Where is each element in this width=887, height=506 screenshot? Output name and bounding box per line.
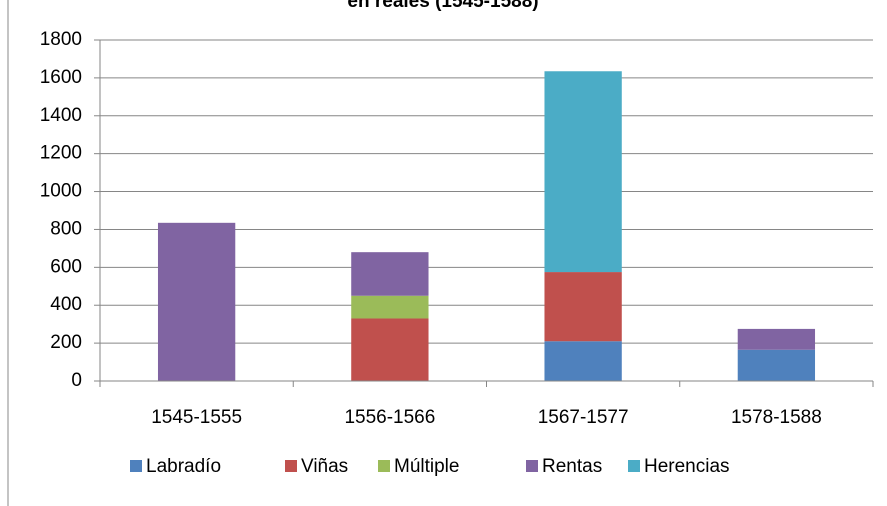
y-tick-label: 400 bbox=[50, 294, 82, 315]
chart-title: en reales (1545-1588) bbox=[347, 0, 538, 12]
bar-segment bbox=[351, 295, 429, 319]
y-tick-label: 1200 bbox=[40, 143, 82, 164]
legend-swatch bbox=[526, 460, 538, 472]
bar-segment bbox=[737, 328, 816, 350]
legend-swatch bbox=[285, 460, 297, 472]
y-tick-label: 600 bbox=[50, 256, 82, 277]
y-tick-label: 200 bbox=[50, 332, 82, 353]
y-tick-label: 1800 bbox=[40, 29, 82, 50]
y-tick-label: 800 bbox=[50, 218, 82, 239]
bar-segment bbox=[737, 349, 816, 381]
y-tick-label: 1000 bbox=[40, 181, 82, 202]
y-tick-label: 0 bbox=[71, 370, 82, 391]
legend-swatch bbox=[628, 460, 640, 472]
legend-label: Labradío bbox=[146, 456, 221, 477]
legend-label: Múltiple bbox=[394, 456, 459, 477]
legend-swatch bbox=[378, 460, 390, 472]
bar-segment bbox=[351, 252, 429, 296]
bar-segment bbox=[351, 318, 429, 381]
x-tick-label: 1578-1588 bbox=[731, 407, 822, 428]
legend-label: Rentas bbox=[542, 456, 602, 477]
legend-label: Viñas bbox=[301, 456, 348, 477]
x-tick-label: 1556-1566 bbox=[344, 407, 435, 428]
x-tick-label: 1567-1577 bbox=[538, 407, 629, 428]
bar-segment bbox=[157, 222, 236, 381]
bar-segment bbox=[544, 272, 622, 342]
legend-swatch bbox=[130, 460, 142, 472]
bar-segment bbox=[544, 71, 622, 273]
x-tick-label: 1545-1555 bbox=[151, 407, 242, 428]
y-tick-label: 1600 bbox=[40, 67, 82, 88]
y-tick-label: 1400 bbox=[40, 105, 82, 126]
legend-label: Herencias bbox=[644, 456, 730, 477]
bar-segment bbox=[544, 341, 622, 381]
